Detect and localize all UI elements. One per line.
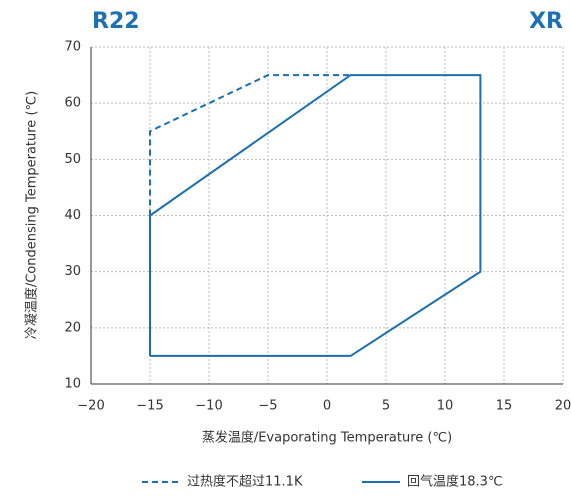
x-tick-label: −15: [136, 399, 163, 414]
chart-subtitle: XR: [529, 9, 563, 34]
series-line: [149, 74, 482, 357]
y-tick-label: 60: [64, 96, 81, 111]
y-tick-label: 50: [64, 152, 81, 167]
y-tick-label: 30: [64, 264, 81, 279]
x-tick-label: 10: [437, 399, 454, 414]
x-tick-label: 5: [382, 399, 390, 414]
x-tick-label: −5: [258, 399, 277, 414]
x-tick-label: 0: [323, 399, 331, 414]
y-tick-label: 40: [64, 208, 81, 223]
x-tick-label: −10: [195, 399, 222, 414]
x-tick-label: 20: [555, 399, 571, 414]
x-axis-label: 蒸发温度/Evaporating Temperature (℃): [202, 430, 452, 446]
x-tick-label: 15: [496, 399, 513, 414]
series-line: [149, 74, 351, 216]
legend-label: 过热度不超过11.1K: [187, 474, 303, 490]
y-axis-label: 冷凝温度/Condensing Temperature (℃): [24, 91, 40, 339]
x-tick-label: −20: [77, 399, 104, 414]
y-tick-label: 20: [64, 320, 81, 335]
y-tick-label: 10: [64, 377, 81, 392]
y-tick-label: 70: [64, 40, 81, 55]
legend-label: 回气温度18.3℃: [407, 474, 503, 490]
chart-title: R22: [92, 9, 140, 34]
